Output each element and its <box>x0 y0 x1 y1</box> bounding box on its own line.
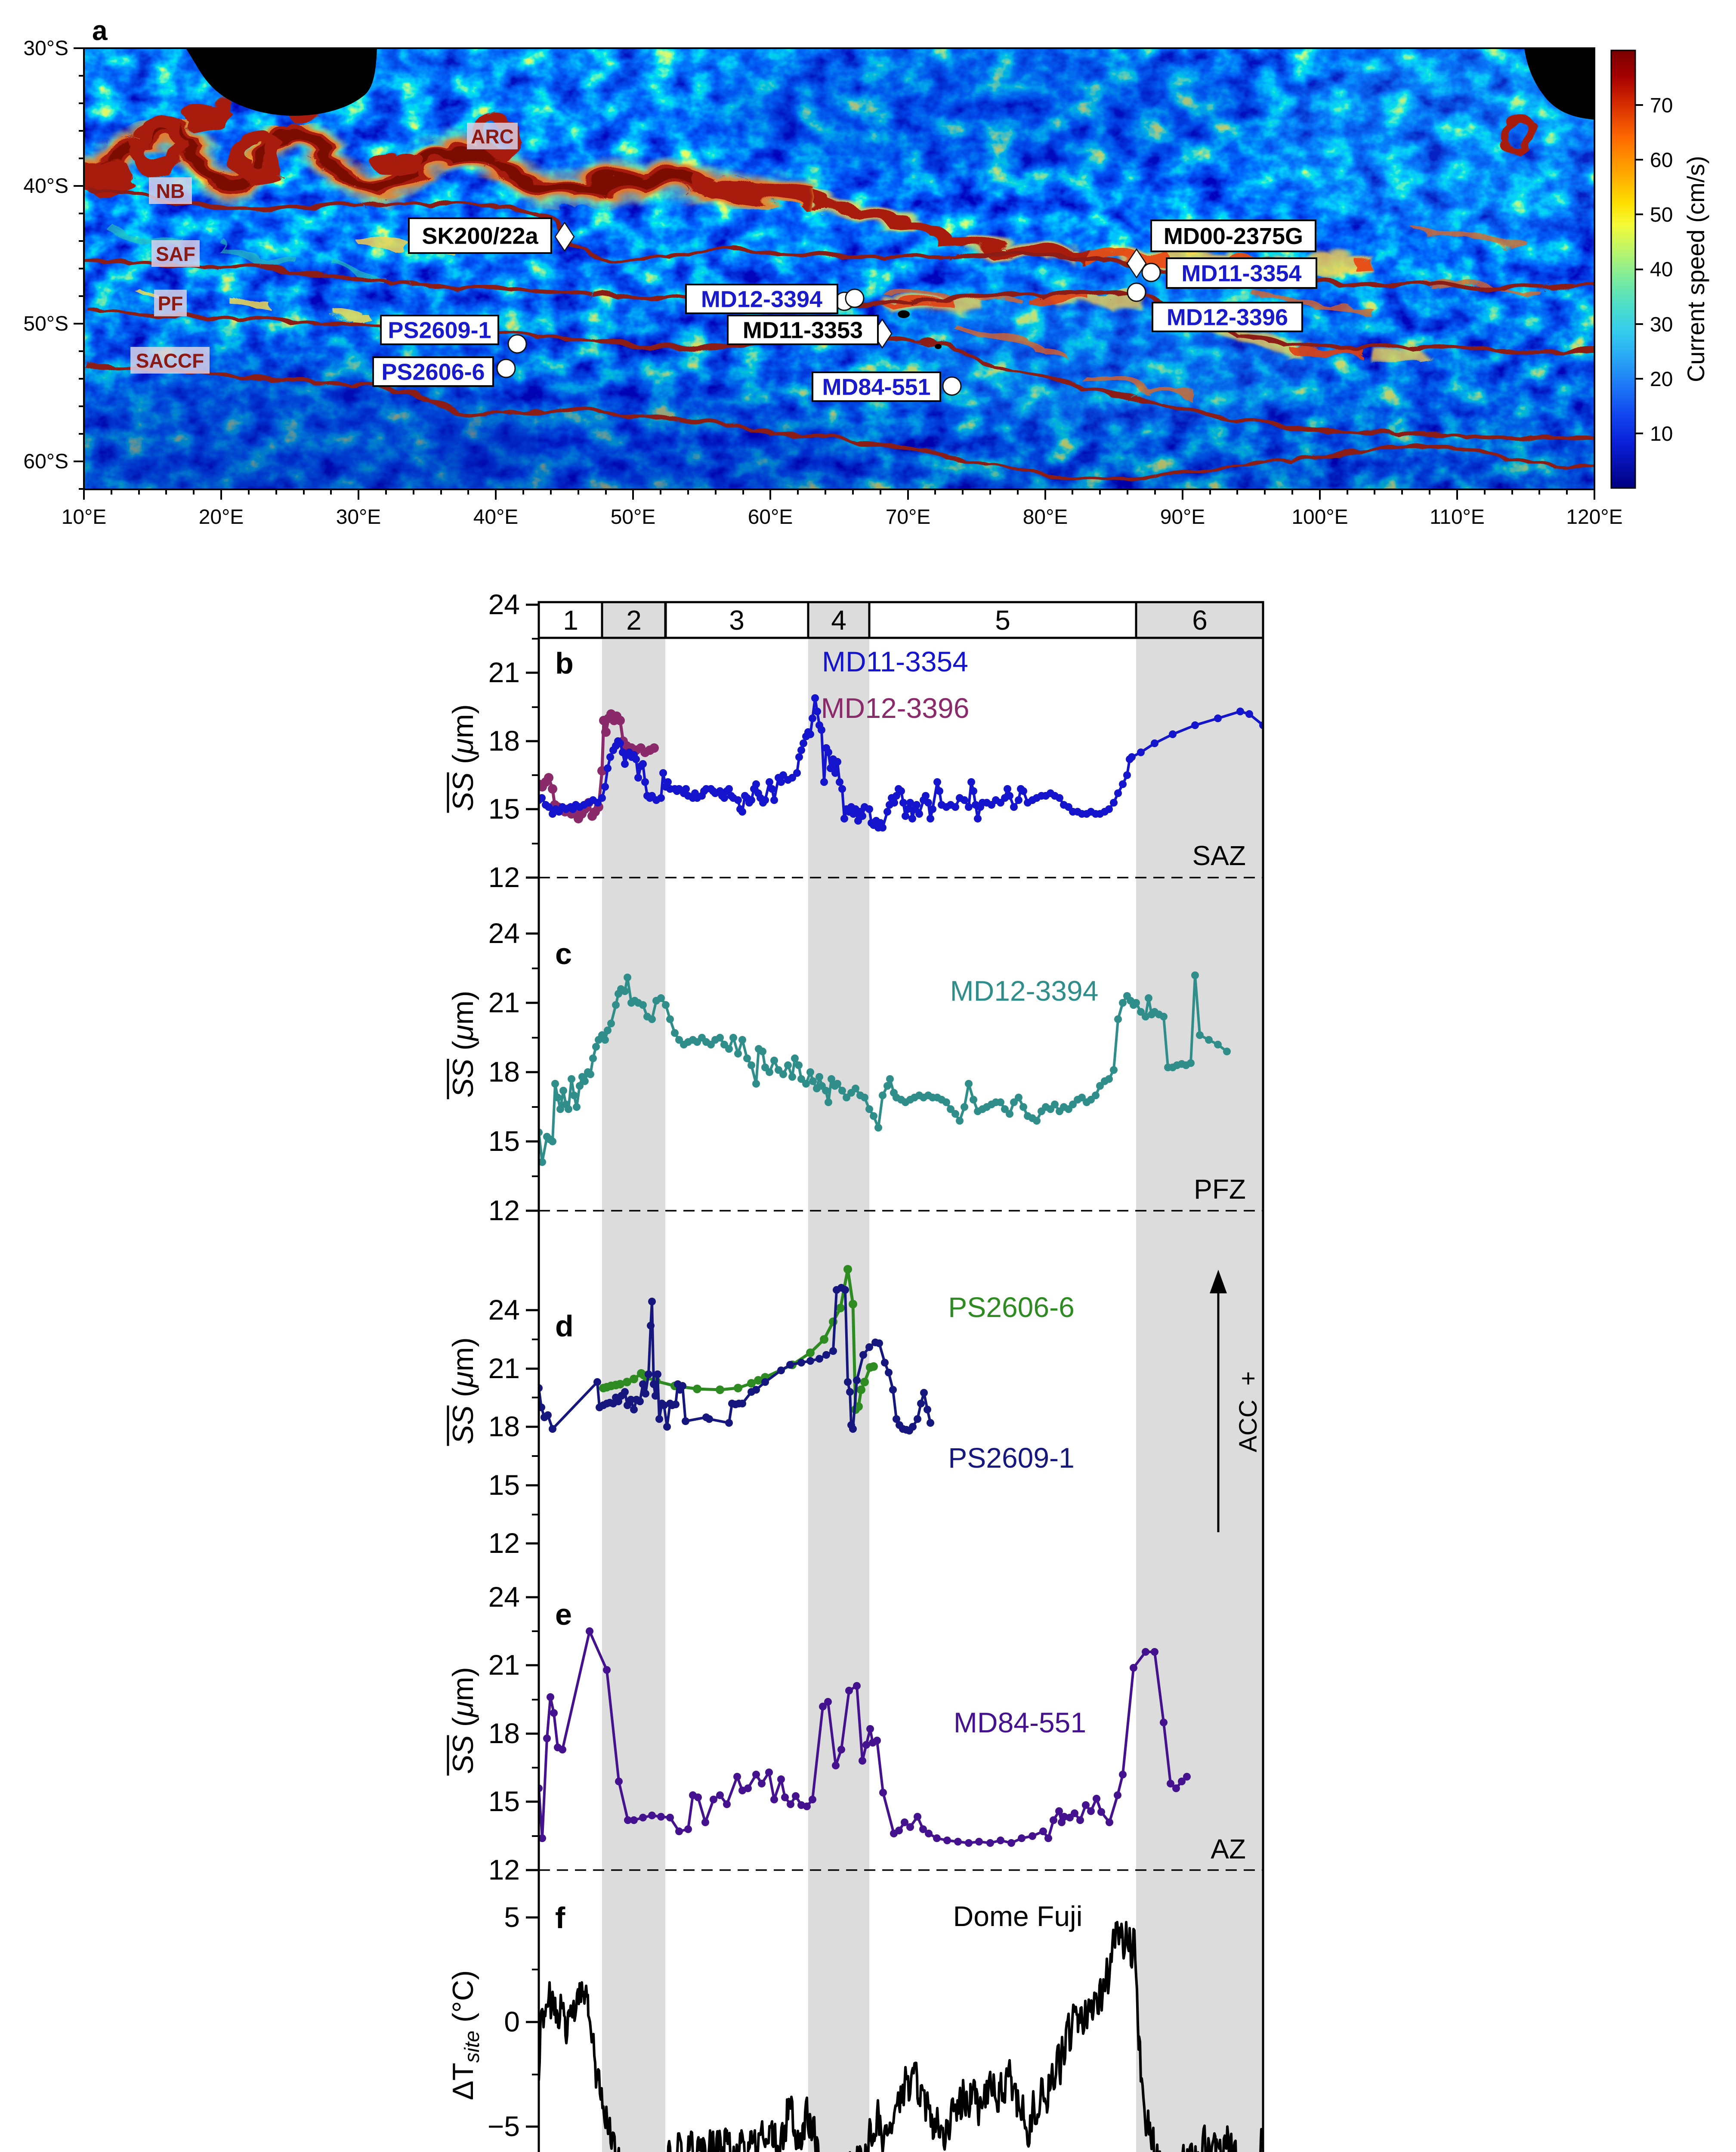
svg-text:SS (μm): SS (μm) <box>447 1337 479 1444</box>
svg-text:10°E: 10°E <box>62 506 107 529</box>
svg-text:Dome Fuji: Dome Fuji <box>953 1900 1083 1932</box>
svg-text:30°S: 30°S <box>23 37 68 60</box>
svg-text:18: 18 <box>488 725 520 757</box>
svg-text:12: 12 <box>488 861 520 893</box>
svg-text:20: 20 <box>1650 368 1673 391</box>
svg-text:PS2606-6: PS2606-6 <box>381 359 485 385</box>
svg-text:50°S: 50°S <box>23 312 68 335</box>
svg-text:50°E: 50°E <box>611 506 656 529</box>
svg-text:d: d <box>555 1309 574 1343</box>
svg-text:80°E: 80°E <box>1023 506 1068 529</box>
svg-text:ΔTsite (°C): ΔTsite (°C) <box>447 1970 484 2100</box>
svg-text:f: f <box>555 1901 565 1935</box>
svg-text:PFZ: PFZ <box>1194 1174 1246 1205</box>
svg-text:MD12-3394: MD12-3394 <box>701 287 822 312</box>
svg-text:70: 70 <box>1650 94 1673 117</box>
svg-text:21: 21 <box>488 1649 520 1681</box>
svg-text:SAF: SAF <box>156 243 195 265</box>
svg-text:21: 21 <box>488 656 520 688</box>
svg-text:SS (μm): SS (μm) <box>447 991 479 1098</box>
svg-text:21: 21 <box>488 1352 520 1384</box>
svg-text:MD11-3354: MD11-3354 <box>1181 261 1301 287</box>
svg-text:e: e <box>555 1598 572 1631</box>
svg-text:NB: NB <box>156 180 185 202</box>
svg-text:24: 24 <box>488 917 520 949</box>
svg-text:30: 30 <box>1650 313 1673 336</box>
svg-text:b: b <box>555 646 574 680</box>
svg-text:MD84-551: MD84-551 <box>954 1707 1086 1738</box>
svg-text:10: 10 <box>1650 423 1673 445</box>
svg-text:MD11-3353: MD11-3353 <box>743 318 863 343</box>
svg-text:MD12-3396: MD12-3396 <box>1167 305 1288 331</box>
svg-text:30°E: 30°E <box>336 506 381 529</box>
svg-text:12: 12 <box>488 1527 520 1559</box>
svg-text:40°S: 40°S <box>23 175 68 198</box>
svg-text:−5: −5 <box>488 2110 520 2142</box>
svg-text:15: 15 <box>488 1469 520 1501</box>
svg-text:50: 50 <box>1650 204 1673 226</box>
svg-text:MD00-2375G: MD00-2375G <box>1164 223 1303 249</box>
svg-text:PS2606-6: PS2606-6 <box>948 1291 1075 1323</box>
svg-text:24: 24 <box>488 1294 520 1326</box>
svg-text:12: 12 <box>488 1194 520 1226</box>
svg-text:5: 5 <box>504 1901 520 1933</box>
svg-text:a: a <box>92 15 108 46</box>
svg-text:100°E: 100°E <box>1291 506 1348 529</box>
svg-text:21: 21 <box>488 986 520 1018</box>
svg-text:MD84-551: MD84-551 <box>822 374 930 400</box>
svg-text:40: 40 <box>1650 258 1673 281</box>
svg-text:0: 0 <box>504 2006 520 2038</box>
svg-text:60°S: 60°S <box>23 450 68 473</box>
svg-text:15: 15 <box>488 1785 520 1817</box>
svg-text:SAZ: SAZ <box>1192 840 1246 871</box>
svg-text:120°E: 120°E <box>1566 506 1622 529</box>
svg-text:70°E: 70°E <box>886 506 931 529</box>
svg-text:MD12-3396: MD12-3396 <box>821 692 970 724</box>
svg-text:PS2609-1: PS2609-1 <box>948 1442 1075 1474</box>
svg-text:c: c <box>555 937 572 971</box>
svg-text:ARC: ARC <box>471 125 514 148</box>
svg-text:60°E: 60°E <box>748 506 793 529</box>
svg-text:SACCF: SACCF <box>136 349 204 372</box>
svg-text:PF: PF <box>158 292 183 315</box>
svg-text:18: 18 <box>488 1410 520 1442</box>
svg-text:6: 6 <box>1192 605 1208 636</box>
svg-text:AZ: AZ <box>1211 1834 1246 1864</box>
svg-text:2: 2 <box>626 605 642 636</box>
svg-text:24: 24 <box>488 588 520 620</box>
svg-text:24: 24 <box>488 1581 520 1613</box>
svg-text:SK200/22a: SK200/22a <box>422 223 538 249</box>
svg-text:15: 15 <box>488 793 520 825</box>
svg-text:MD12-3394: MD12-3394 <box>950 975 1099 1007</box>
svg-text:20°E: 20°E <box>199 506 244 529</box>
svg-text:12: 12 <box>488 1854 520 1886</box>
svg-text:60: 60 <box>1650 149 1673 172</box>
svg-text:90°E: 90°E <box>1160 506 1205 529</box>
svg-text:1: 1 <box>563 605 578 636</box>
svg-text:5: 5 <box>995 605 1010 636</box>
svg-text:MD11-3354: MD11-3354 <box>822 646 968 677</box>
svg-text:ACC +: ACC + <box>1234 1371 1262 1453</box>
svg-text:15: 15 <box>488 1125 520 1157</box>
svg-text:Current speed (cm/s): Current speed (cm/s) <box>1682 156 1709 382</box>
svg-text:18: 18 <box>488 1056 520 1088</box>
svg-text:110°E: 110°E <box>1430 506 1485 529</box>
svg-text:40°E: 40°E <box>473 506 519 529</box>
svg-text:18: 18 <box>488 1717 520 1749</box>
svg-text:SS (μm): SS (μm) <box>447 1667 479 1774</box>
svg-text:PS2609-1: PS2609-1 <box>388 318 491 343</box>
svg-text:3: 3 <box>729 605 744 636</box>
svg-text:SS (μm): SS (μm) <box>447 704 479 811</box>
svg-text:4: 4 <box>831 605 846 636</box>
